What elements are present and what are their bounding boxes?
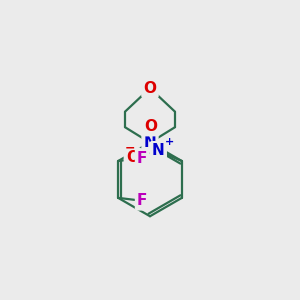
Text: O: O xyxy=(126,150,139,165)
Text: F: F xyxy=(137,151,148,166)
Text: O: O xyxy=(143,81,157,96)
Text: N: N xyxy=(152,143,165,158)
Text: +: + xyxy=(164,137,174,147)
Text: F: F xyxy=(137,193,148,208)
Text: −: − xyxy=(124,141,135,154)
Text: O: O xyxy=(145,119,158,134)
Text: N: N xyxy=(144,135,156,150)
